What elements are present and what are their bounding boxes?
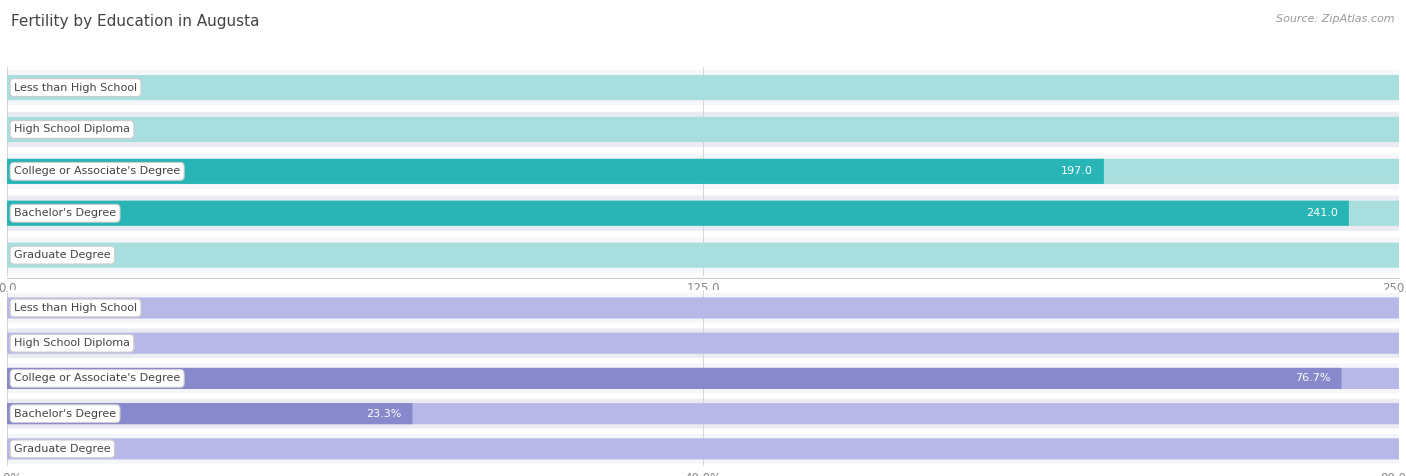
- FancyBboxPatch shape: [7, 75, 1399, 100]
- Text: 241.0: 241.0: [1306, 208, 1337, 218]
- Text: Less than High School: Less than High School: [14, 303, 138, 313]
- FancyBboxPatch shape: [7, 238, 1399, 273]
- Text: 0.0: 0.0: [21, 82, 38, 93]
- FancyBboxPatch shape: [7, 333, 1399, 354]
- Text: 0.0%: 0.0%: [21, 303, 49, 313]
- Text: Graduate Degree: Graduate Degree: [14, 444, 111, 454]
- Text: Graduate Degree: Graduate Degree: [14, 250, 111, 260]
- FancyBboxPatch shape: [7, 159, 1399, 184]
- Text: Less than High School: Less than High School: [14, 82, 138, 93]
- FancyBboxPatch shape: [7, 399, 1399, 428]
- FancyBboxPatch shape: [7, 403, 1399, 424]
- Text: High School Diploma: High School Diploma: [14, 338, 129, 348]
- FancyBboxPatch shape: [7, 293, 1399, 323]
- FancyBboxPatch shape: [7, 112, 1399, 147]
- Text: Bachelor's Degree: Bachelor's Degree: [14, 208, 117, 218]
- Text: 23.3%: 23.3%: [366, 408, 401, 419]
- FancyBboxPatch shape: [7, 201, 1399, 226]
- Text: Source: ZipAtlas.com: Source: ZipAtlas.com: [1277, 14, 1395, 24]
- FancyBboxPatch shape: [7, 368, 1399, 389]
- Text: 0.0: 0.0: [21, 250, 38, 260]
- Text: 0.0%: 0.0%: [21, 444, 49, 454]
- FancyBboxPatch shape: [7, 364, 1399, 393]
- Text: 76.7%: 76.7%: [1295, 373, 1330, 384]
- FancyBboxPatch shape: [7, 154, 1399, 189]
- Text: 197.0: 197.0: [1062, 166, 1092, 177]
- FancyBboxPatch shape: [7, 434, 1399, 464]
- FancyBboxPatch shape: [7, 368, 1341, 389]
- FancyBboxPatch shape: [7, 70, 1399, 105]
- Text: College or Associate's Degree: College or Associate's Degree: [14, 166, 180, 177]
- FancyBboxPatch shape: [7, 403, 412, 424]
- FancyBboxPatch shape: [7, 298, 1399, 318]
- Text: 0.0%: 0.0%: [21, 338, 49, 348]
- FancyBboxPatch shape: [7, 201, 1348, 226]
- Text: Fertility by Education in Augusta: Fertility by Education in Augusta: [11, 14, 260, 30]
- FancyBboxPatch shape: [7, 243, 1399, 268]
- FancyBboxPatch shape: [7, 438, 1399, 459]
- Text: Bachelor's Degree: Bachelor's Degree: [14, 408, 117, 419]
- Text: High School Diploma: High School Diploma: [14, 124, 129, 135]
- FancyBboxPatch shape: [7, 117, 1399, 142]
- FancyBboxPatch shape: [7, 159, 1104, 184]
- Text: 0.0: 0.0: [21, 124, 38, 135]
- FancyBboxPatch shape: [7, 328, 1399, 358]
- FancyBboxPatch shape: [7, 196, 1399, 231]
- Text: College or Associate's Degree: College or Associate's Degree: [14, 373, 180, 384]
